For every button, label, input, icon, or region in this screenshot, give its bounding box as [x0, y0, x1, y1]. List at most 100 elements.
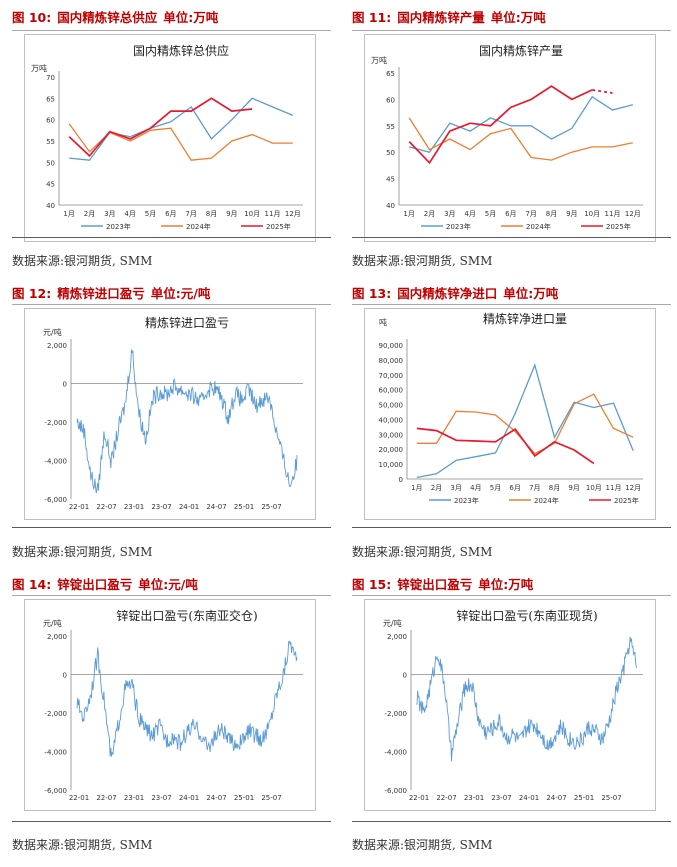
x-tick-label: 4月 — [464, 210, 475, 218]
x-tick-label: 25-07 — [261, 794, 281, 802]
divider — [352, 527, 671, 528]
x-tick-label: 6月 — [505, 210, 516, 218]
y-tick-label: 60 — [46, 117, 55, 125]
y-axis-unit: 元/吨 — [43, 618, 62, 628]
x-tick-label: 24-01 — [519, 794, 539, 802]
divider — [352, 595, 671, 596]
x-tick-label: 22-01 — [69, 794, 89, 802]
x-tick-label: 1月 — [63, 210, 74, 218]
figure-panel: 图 12: 精炼锌进口盈亏 单位:元/吨 精炼锌进口盈亏 元/吨 -6,000 -4,00… — [12, 284, 331, 576]
line-chart: 锌锭出口盈亏(东南亚交仓) 元/吨 -6,000 -4,000 -2,000 0 2,000… — [43, 608, 303, 802]
y-tick-label: 60,000 — [379, 387, 404, 395]
x-tick-label: 22-07 — [96, 794, 116, 802]
y-axis-unit: 元/吨 — [383, 618, 402, 628]
x-tick-label: 25-01 — [574, 794, 594, 802]
x-tick-label: 11月 — [606, 484, 622, 492]
y-tick-label: 0 — [63, 672, 67, 680]
divider — [352, 821, 671, 822]
y-axis-unit: 万吨 — [371, 55, 387, 65]
source-note: 数据来源:银河期货, SMM — [352, 545, 493, 559]
y-tick-label: 2,000 — [47, 342, 67, 350]
y-tick-label: 0 — [399, 476, 403, 484]
series-line-2023年 — [409, 95, 633, 153]
x-tick-label: 8月 — [549, 484, 560, 492]
chart-frame: 国内精炼锌产量 万吨 40 45 50 55 60 65 1月 2月 3月 4月 5月 6月 7月 8月 9月 1… — [364, 34, 656, 242]
y-tick-label: 2,000 — [387, 633, 407, 641]
x-tick-label: 24-01 — [179, 794, 199, 802]
x-tick-label: 9月 — [568, 484, 579, 492]
divider — [352, 237, 671, 238]
x-tick-label: 11月 — [605, 210, 621, 218]
x-tick-label: 24-07 — [206, 503, 226, 511]
series-line-2025年 — [68, 97, 253, 158]
y-axis-unit: 吨 — [379, 317, 387, 327]
chart-title: 精炼锌进口盈亏 — [145, 315, 229, 330]
figure-panel: 图 11: 国内精炼锌产量 单位:万吨 国内精炼锌产量 万吨 40 45 50 55 60 65 1… — [352, 8, 671, 300]
figure-title: 图 10: 国内精炼锌总供应 单位:万吨 — [12, 10, 219, 25]
y-tick-label: -2,000 — [44, 710, 67, 718]
x-tick-label: 4月 — [124, 210, 135, 218]
chart-title: 国内精炼锌产量 — [479, 43, 563, 58]
figure-title: 图 14: 锌锭出口盈亏 单位:元/吨 — [12, 577, 198, 592]
x-tick-label: 25-07 — [261, 503, 281, 511]
x-tick-label: 7月 — [529, 484, 540, 492]
y-tick-label: -4,000 — [44, 749, 67, 757]
x-tick-label: 10月 — [244, 210, 260, 218]
legend-label: 2025年 — [266, 222, 291, 231]
source-note: 数据来源:银河期货, SMM — [352, 254, 493, 268]
y-tick-label: 20,000 — [379, 446, 404, 454]
x-tick-label: 11月 — [265, 210, 281, 218]
figure-panel: 图 14: 锌锭出口盈亏 单位:元/吨 锌锭出口盈亏(东南亚交仓) 元/吨 -6,000… — [12, 575, 331, 867]
x-tick-label: 23-07 — [491, 794, 511, 802]
x-tick-label: 5月 — [145, 210, 156, 218]
x-tick-label: 23-01 — [124, 503, 144, 511]
chart-frame: 锌锭出口盈亏(东南亚现货) 元/吨 -6,000 -4,000 -2,000 0 2,000… — [364, 599, 656, 811]
y-tick-label: 70,000 — [379, 372, 404, 380]
divider — [12, 821, 331, 822]
legend-label: 2025年 — [614, 496, 639, 505]
y-tick-label: 0 — [403, 672, 407, 680]
y-axis-unit: 元/吨 — [43, 327, 62, 337]
figure-title: 图 12: 精炼锌进口盈亏 单位:元/吨 — [12, 286, 211, 301]
x-tick-label: 12月 — [285, 210, 301, 218]
chart-title: 锌锭出口盈亏(东南亚交仓) — [116, 608, 257, 623]
divider — [12, 237, 331, 238]
y-tick-label: 65 — [386, 70, 395, 78]
y-tick-label: 55 — [386, 123, 395, 131]
series-line — [416, 636, 638, 762]
chart-frame: 精炼锌净进口量 吨 0 10,000 20,000 30,000 40,000 50,000 6… — [364, 308, 656, 520]
x-tick-label: 1月 — [411, 484, 422, 492]
x-tick-label: 24-07 — [546, 794, 566, 802]
series-line — [76, 349, 298, 494]
line-chart: 锌锭出口盈亏(东南亚现货) 元/吨 -6,000 -4,000 -2,000 0 2,000… — [383, 608, 643, 802]
x-tick-label: 2月 — [431, 484, 442, 492]
x-tick-label: 9月 — [226, 210, 237, 218]
x-tick-label: 10月 — [586, 484, 602, 492]
y-tick-label: -6,000 — [44, 496, 67, 504]
x-tick-label: 3月 — [444, 210, 455, 218]
line-chart: 精炼锌净进口量 吨 0 10,000 20,000 30,000 40,000 50,000 6… — [379, 311, 643, 505]
series-forecast-line — [592, 89, 613, 94]
y-tick-label: 70 — [46, 74, 55, 82]
x-tick-label: 7月 — [185, 210, 196, 218]
x-tick-label: 25-01 — [234, 503, 254, 511]
x-tick-label: 9月 — [566, 210, 577, 218]
y-tick-label: -6,000 — [44, 787, 67, 795]
figure-panel: 图 15: 锌锭出口盈亏 单位:万吨 锌锭出口盈亏(东南亚现货) 元/吨 -6,000 -… — [352, 575, 671, 867]
y-tick-label: 90,000 — [379, 342, 404, 350]
series-line-2023年 — [416, 363, 634, 479]
chart-frame: 精炼锌进口盈亏 元/吨 -6,000 -4,000 -2,000 0 2,000 22-01 2… — [24, 308, 316, 520]
series-line-2024年 — [416, 393, 634, 455]
legend-label: 2023年 — [454, 496, 479, 505]
series-line-2024年 — [408, 117, 633, 161]
chart-frame: 锌锭出口盈亏(东南亚交仓) 元/吨 -6,000 -4,000 -2,000 0 2,000… — [24, 599, 316, 811]
series-line-2025年 — [416, 427, 595, 465]
y-tick-label: 2,000 — [47, 633, 67, 641]
figure-panel: 图 10: 国内精炼锌总供应 单位:万吨 国内精炼锌总供应 万吨 40 45 50 55 60 6… — [12, 8, 331, 300]
y-tick-label: 50 — [386, 149, 395, 157]
x-tick-label: 22-07 — [96, 503, 116, 511]
legend-label: 2024年 — [534, 496, 559, 505]
